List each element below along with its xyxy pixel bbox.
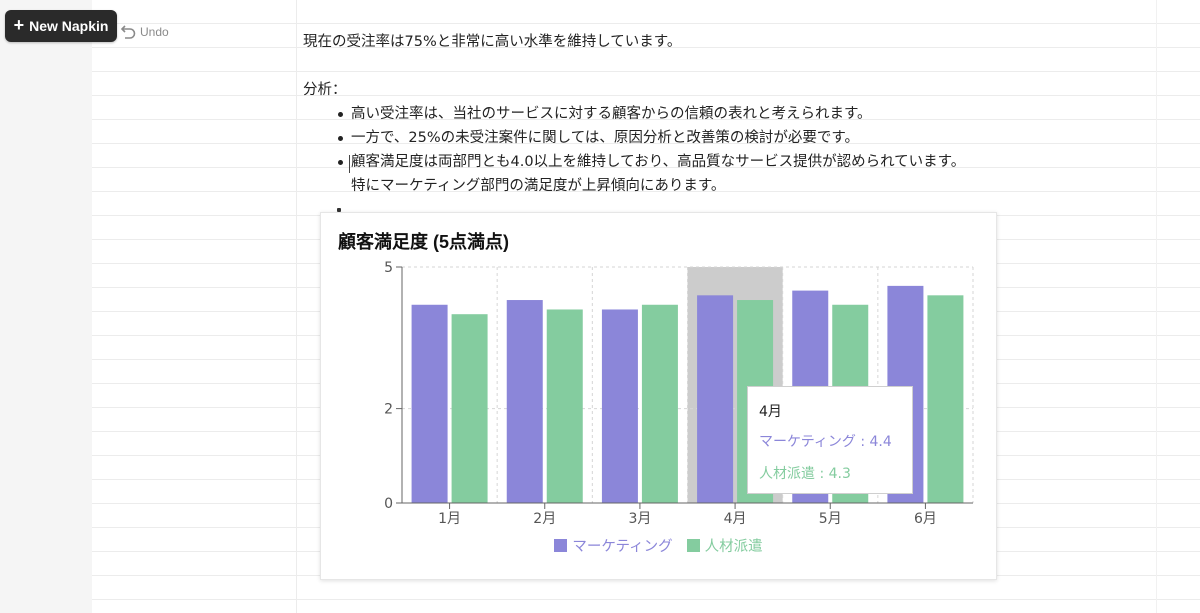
bar-staffing[interactable] [641,304,678,503]
analysis-heading: 分析： [303,82,347,98]
bar-staffing[interactable] [451,314,488,503]
bar-marketing[interactable] [411,304,448,503]
chart-tooltip: 4月 マーケティング : 4.4 人材派遣 : 4.3 [747,386,913,494]
chart-title: 顧客満足度 (5点満点) [338,232,509,252]
analysis-bullet: 一方で、25%の未受注案件に関しては、原因分析と改善策の検討が必要です。 [338,126,1003,150]
x-tick-label: 1月 [438,511,461,527]
tooltip-row-marketing: マーケティング : 4.4 [759,434,892,450]
new-napkin-label: New Napkin [29,18,109,34]
y-tick-label: 5 [384,260,393,276]
legend-item-staffing[interactable]: 人材派遣 [686,535,763,556]
document-text[interactable]: 現在の受注率は75%と非常に高い水準を維持しています。 分析： 高い受注率は、当… [303,30,1003,198]
analysis-bullet: 高い受注率は、当社のサービスに対する顧客からの信頼の表れと考えられます。 [338,102,1003,126]
x-tick-label: 4月 [724,511,747,527]
margin-line [296,0,297,613]
selection-handle[interactable] [337,208,341,212]
legend-swatch [686,539,700,552]
tooltip-title: 4月 [759,404,782,420]
tooltip-row-staffing: 人材派遣 : 4.3 [759,466,851,482]
legend-label: マーケティング [572,539,673,555]
bar-marketing[interactable] [697,295,734,503]
legend-item-marketing[interactable]: マーケティング [554,535,673,556]
x-tick-label: 3月 [628,511,651,527]
bar-marketing[interactable] [506,300,543,503]
analysis-list: 高い受注率は、当社のサービスに対する顧客からの信頼の表れと考えられます。 一方で… [303,102,1003,198]
legend-label: 人材派遣 [704,539,763,555]
intro-paragraph: 現在の受注率は75%と非常に高い水準を維持しています。 [303,34,682,50]
y-tick-label: 2 [384,402,393,418]
chart-legend: マーケティング 人材派遣 [321,535,996,556]
x-tick-label: 2月 [533,511,556,527]
legend-swatch [554,539,568,552]
x-tick-label: 6月 [914,511,937,527]
undo-label: Undo [140,25,169,39]
plus-icon: + [13,15,25,35]
bar-marketing[interactable] [601,309,638,503]
undo-icon [120,25,136,39]
bar-staffing[interactable] [546,309,583,503]
undo-button[interactable]: Undo [119,21,169,43]
analysis-bullet: 顧客満足度は両部門とも4.0以上を維持しており、高品質なサービス提供が認められて… [338,150,979,198]
bar-staffing[interactable] [927,295,964,503]
right-edge-line [1156,0,1157,613]
left-gutter [0,0,93,613]
x-tick-label: 5月 [819,511,842,527]
y-tick-label: 0 [384,496,393,512]
chart-card[interactable]: 顧客満足度 (5点満点) 0 2 5 1月 2月 3月 4月 5月 6月 4月 マーケティング … [320,212,997,580]
new-napkin-button[interactable]: + New Napkin [5,10,117,42]
text-cursor [349,155,350,173]
